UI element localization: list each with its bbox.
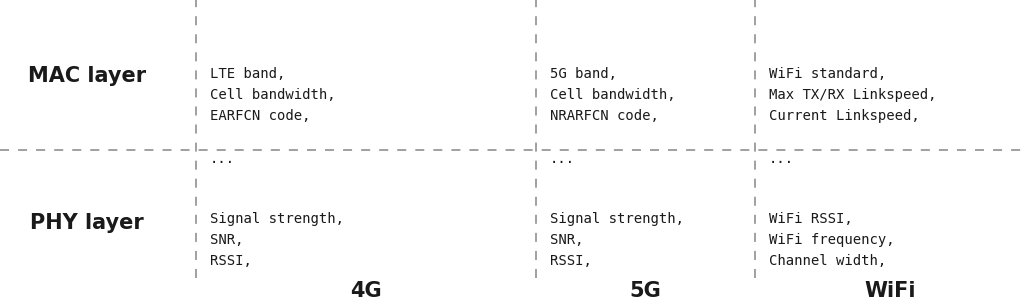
Text: PHY layer: PHY layer: [30, 213, 144, 233]
Text: 5G: 5G: [629, 281, 662, 301]
Text: 4G: 4G: [350, 281, 381, 301]
Text: WiFi RSSI,
WiFi frequency,
Channel width,

...: WiFi RSSI, WiFi frequency, Channel width…: [769, 212, 895, 305]
Text: WiFi: WiFi: [864, 281, 915, 301]
Text: Signal strength,
SNR,
RSSI,

...: Signal strength, SNR, RSSI, ...: [210, 212, 344, 305]
Text: 5G band,
Cell bandwidth,
NRARFCN code,

...: 5G band, Cell bandwidth, NRARFCN code, .…: [550, 67, 676, 166]
Text: WiFi standard,
Max TX/RX Linkspeed,
Current Linkspeed,

...: WiFi standard, Max TX/RX Linkspeed, Curr…: [769, 67, 937, 166]
Text: Signal strength,
SNR,
RSSI,

...: Signal strength, SNR, RSSI, ...: [550, 212, 684, 305]
Text: LTE band,
Cell bandwidth,
EARFCN code,

...: LTE band, Cell bandwidth, EARFCN code, .…: [210, 67, 336, 166]
Text: MAC layer: MAC layer: [28, 66, 146, 86]
